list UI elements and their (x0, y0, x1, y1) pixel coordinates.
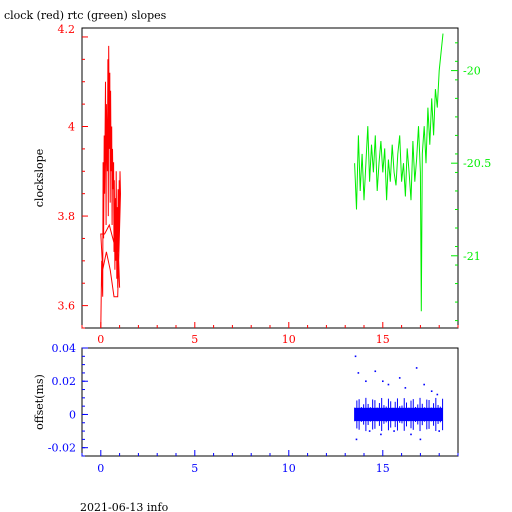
offset-point (387, 383, 390, 386)
offset-point (357, 372, 360, 374)
bottom-x-tick-label: 15 (376, 462, 390, 475)
offset-point (438, 430, 440, 432)
offset-point (436, 393, 439, 396)
top-x-tick-label: 15 (376, 333, 390, 346)
offset-point (374, 370, 377, 373)
bottom-series (354, 355, 444, 441)
top-right-y-tick-label: -20.5 (463, 157, 491, 170)
bottom-y-tick-label: 0 (69, 408, 76, 421)
top-x-tick-label: 0 (97, 333, 104, 346)
offset-point (404, 387, 407, 389)
bottom-plot-frame (81, 347, 459, 457)
top-left-y-tick-label: 4.2 (58, 23, 76, 36)
footer-date: 2021-06-13 info (80, 501, 169, 512)
offset-point (393, 430, 395, 432)
bottom-y-tick-label: 0.04 (52, 342, 77, 355)
bottom-y-axis-label: offset(ms) (33, 374, 46, 430)
offset-point (415, 367, 418, 369)
top-axes: 0 5 10 15 3.6 3.8 4 4.2 -21 -20.5 -20 (58, 23, 492, 346)
top-x-tick-label: 10 (282, 333, 296, 346)
bottom-x-tick-label: 10 (282, 462, 296, 475)
offset-point (355, 438, 358, 441)
top-right-y-tick-label: -20 (463, 65, 481, 78)
top-left-y-tick-label: 3.6 (58, 300, 76, 313)
offset-point (382, 380, 384, 383)
top-left-y-tick-label: 4 (68, 121, 75, 134)
offset-point (430, 390, 433, 392)
top-left-y-tick-label: 3.8 (58, 210, 76, 223)
chart-title: clock (red) rtc (green) slopes (4, 9, 167, 22)
top-x-tick-label: 5 (191, 333, 198, 346)
top-series (100, 33, 444, 329)
offset-point (354, 355, 357, 358)
offset-point (423, 383, 425, 386)
offset-point (398, 377, 401, 379)
bottom-y-tick-label: 0.02 (52, 375, 77, 388)
bottom-axes: 0 5 10 15 -0.02 0 0.02 0.04 (48, 342, 459, 475)
top-y-axis-label: clockslope (33, 149, 46, 207)
offset-point (365, 380, 367, 383)
offset-point (410, 433, 412, 436)
bottom-x-tick-label: 0 (97, 462, 104, 475)
offset-point (380, 433, 382, 436)
offset-point (419, 438, 422, 441)
bottom-y-tick-label: -0.02 (48, 442, 76, 455)
series-line-rtc (354, 33, 444, 312)
series-line-clock (100, 45, 122, 329)
top-right-y-tick-label: -21 (463, 250, 481, 263)
offset-point (368, 430, 371, 432)
bottom-x-tick-label: 5 (191, 462, 198, 475)
